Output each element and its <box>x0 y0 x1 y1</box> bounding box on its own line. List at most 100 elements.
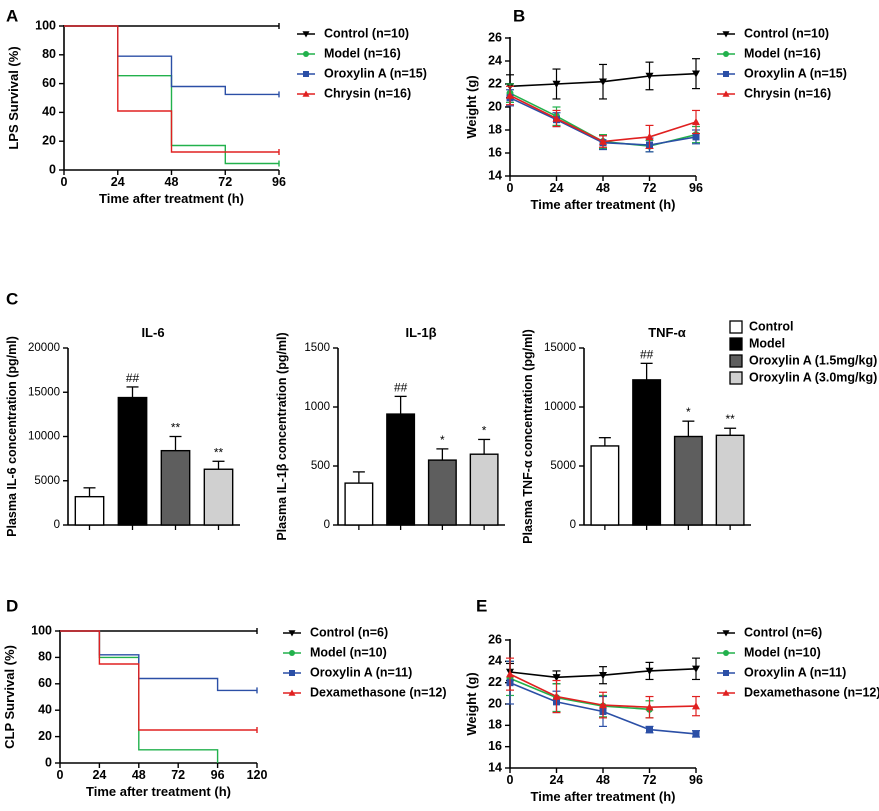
bar-bar_oro30 <box>469 453 499 526</box>
y-tick-label: 20 <box>38 729 52 743</box>
x-tick-label: 0 <box>57 768 64 782</box>
data-point <box>302 31 310 38</box>
axes-E: 14 16 18 20 22 24 26 0 24 48 72 96 Time after treatm… <box>464 632 703 804</box>
y-tick-label: 60 <box>42 76 56 90</box>
y-axis-label: Weight (g) <box>464 672 479 735</box>
data-point <box>722 630 730 637</box>
y-tick-label: 80 <box>38 650 52 664</box>
y-tick-label: 16 <box>488 739 502 753</box>
legend-label: Oroxylin A (n=15) <box>324 66 427 80</box>
x-axis-label: Time after treatment (h) <box>86 784 231 799</box>
significance-label: ## <box>640 347 654 361</box>
data-point <box>552 80 561 88</box>
y-axis-label: Weight (g) <box>464 75 479 138</box>
data-point <box>289 650 295 656</box>
chart-title: TNF-α <box>648 325 686 340</box>
data-point <box>722 90 730 97</box>
series-line-oroxylin <box>60 630 257 692</box>
y-tick-label: 22 <box>488 675 502 689</box>
data-point <box>723 670 729 676</box>
data-point <box>599 137 607 145</box>
data-point <box>692 702 700 710</box>
data-point <box>645 132 654 141</box>
significance-label: ** <box>171 421 181 435</box>
x-tick-label: 0 <box>507 181 514 195</box>
panel-letter-A: A <box>6 6 18 25</box>
significance-label: ** <box>214 445 224 459</box>
y-tick-label: 0 <box>49 162 56 176</box>
series-line-oroxylin <box>64 25 279 96</box>
legend-label: Control (n=6) <box>310 625 388 639</box>
y-tick-label: 500 <box>311 460 330 472</box>
series-line-dexa <box>60 630 257 731</box>
legend-label: Dexamethasone (n=12) <box>310 685 447 699</box>
bar-bar_oro15 <box>427 459 457 526</box>
data-point <box>599 672 607 680</box>
x-tick-label: 24 <box>550 181 564 195</box>
legend-label: Chrysin (n=16) <box>324 86 411 100</box>
bar-bar_control <box>590 445 620 526</box>
data-point <box>302 90 310 97</box>
y-tick-label: 1500 <box>304 342 330 354</box>
x-tick-label: 48 <box>132 768 146 782</box>
axes-A: 0 20 40 60 80 100 0 24 48 72 96 Time after treatmen… <box>6 18 286 206</box>
legend-label: Model <box>749 336 785 350</box>
y-tick-label: 10000 <box>544 401 576 413</box>
legend-label: Control (n=6) <box>744 625 822 639</box>
data-point <box>506 670 514 678</box>
chart-title: IL-1β <box>405 325 436 340</box>
bar-bar_control <box>74 495 105 526</box>
legend-label: Oroxylin A (n=15) <box>744 66 847 80</box>
data-point <box>599 701 607 709</box>
y-axis-label: Plasma TNF-α concentration (pg/ml) <box>521 329 535 544</box>
y-tick-label: 14 <box>488 168 502 182</box>
x-tick-label: 96 <box>211 768 225 782</box>
data-point <box>303 51 309 57</box>
x-tick-label: 72 <box>171 768 185 782</box>
bar-bar_model <box>386 413 416 526</box>
x-tick-label: 72 <box>643 181 657 195</box>
axes-D: 0 20 40 60 80 100 0 24 48 72 96 120 Time after treat… <box>2 623 267 799</box>
legend-swatch <box>729 371 743 385</box>
data-point <box>646 726 653 734</box>
data-point <box>692 70 700 78</box>
significance-label: * <box>686 405 691 419</box>
data-point <box>723 650 729 656</box>
x-tick-label: 96 <box>272 175 286 189</box>
legend-label: Control <box>749 319 793 333</box>
y-tick-label: 40 <box>38 702 52 716</box>
panel-letter-C: C <box>6 289 18 308</box>
series-group-B <box>506 58 700 153</box>
chart-title: IL-6 <box>141 325 164 340</box>
bar-bar_control <box>344 482 374 526</box>
x-tick-label: 120 <box>247 768 268 782</box>
x-tick-label: 0 <box>507 773 514 787</box>
y-axis-label: Plasma IL-6 concentration (pg/ml) <box>5 336 19 537</box>
x-tick-label: 48 <box>596 773 610 787</box>
bar-bar_model <box>117 396 148 526</box>
legend-D: Control (n=6) Model (n=10) Oroxylin A (n=1… <box>283 625 447 699</box>
y-tick-label: 100 <box>31 623 52 637</box>
y-tick-label: 60 <box>38 676 52 690</box>
bar-bar_model <box>632 379 662 526</box>
y-tick-label: 5000 <box>550 460 576 472</box>
x-tick-label: 24 <box>92 768 106 782</box>
data-point <box>599 78 607 86</box>
data-point <box>692 117 700 126</box>
panel-letter-E: E <box>476 596 487 615</box>
series-group-A <box>64 23 280 167</box>
data-point <box>288 630 296 637</box>
y-tick-label: 100 <box>35 18 56 32</box>
y-tick-label: 26 <box>488 30 502 44</box>
x-tick-label: 48 <box>165 175 179 189</box>
y-tick-label: 0 <box>54 519 60 531</box>
x-tick-label: 72 <box>218 175 232 189</box>
y-tick-label: 18 <box>488 122 502 136</box>
data-point <box>289 670 295 676</box>
significance-label: * <box>440 433 445 447</box>
data-point <box>723 51 729 57</box>
panel-letter-D: D <box>6 596 18 615</box>
series-group-E <box>506 657 700 738</box>
legend-label: Control (n=10) <box>324 26 409 40</box>
